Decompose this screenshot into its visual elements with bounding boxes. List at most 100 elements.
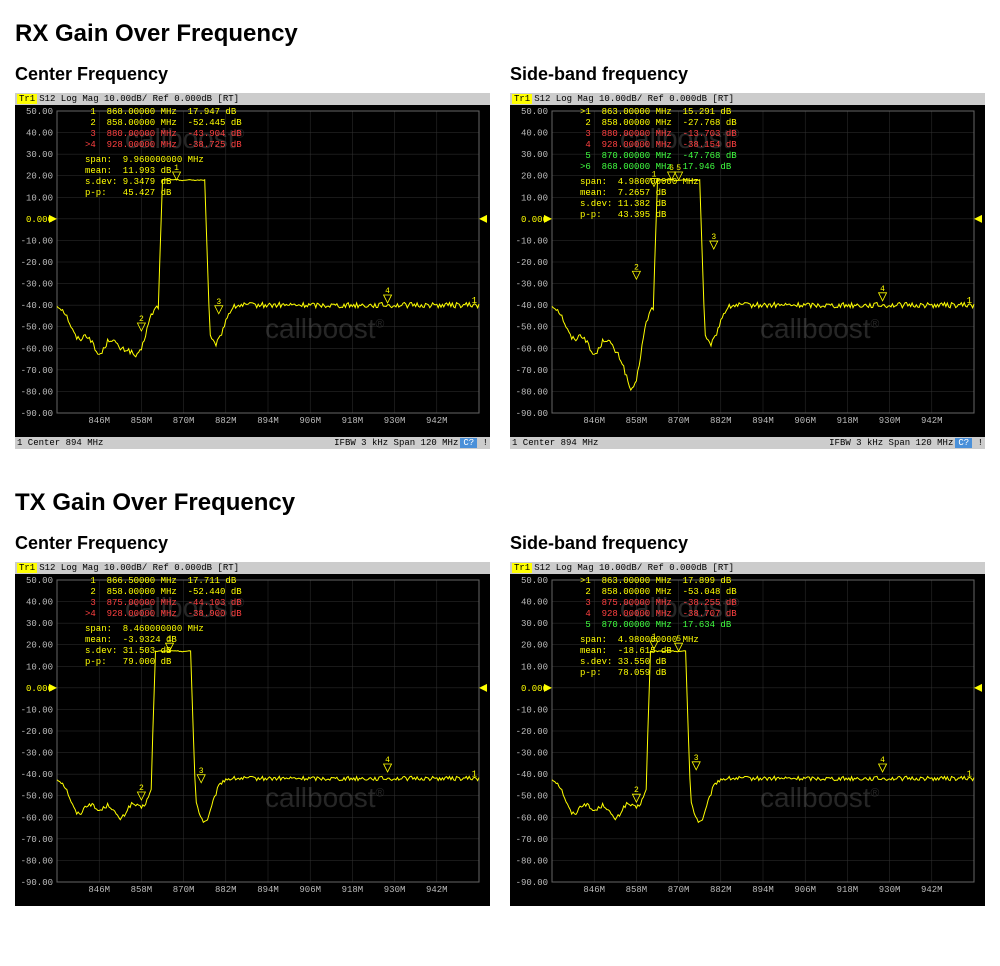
svg-text:-80.00: -80.00 (516, 856, 548, 866)
marker-table: 1 866.50000 MHz 17.711 dB 2 858.00000 MH… (85, 576, 242, 668)
svg-text:930M: 930M (384, 416, 406, 426)
svg-text:-40.00: -40.00 (21, 770, 53, 780)
svg-text:1: 1 (967, 769, 972, 779)
svg-text:942M: 942M (921, 416, 943, 426)
svg-text:882M: 882M (710, 416, 732, 426)
svg-text:-20.00: -20.00 (21, 727, 53, 737)
svg-text:942M: 942M (426, 885, 448, 895)
svg-text:918M: 918M (342, 416, 364, 426)
svg-text:4: 4 (880, 285, 885, 294)
svg-text:-10.00: -10.00 (21, 705, 53, 715)
svg-text:1: 1 (472, 769, 477, 779)
svg-text:30.00: 30.00 (521, 619, 548, 629)
svg-text:-90.00: -90.00 (516, 409, 548, 419)
svg-text:858M: 858M (626, 885, 648, 895)
svg-text:3: 3 (199, 767, 204, 776)
svg-text:-20.00: -20.00 (516, 727, 548, 737)
svg-text:-30.00: -30.00 (21, 280, 53, 290)
svg-text:-40.00: -40.00 (21, 301, 53, 311)
svg-text:-20.00: -20.00 (516, 258, 548, 268)
svg-text:10.00: 10.00 (521, 662, 548, 672)
svg-text:-30.00: -30.00 (516, 280, 548, 290)
svg-text:-10.00: -10.00 (21, 236, 53, 246)
svg-text:870M: 870M (173, 885, 195, 895)
svg-text:-30.00: -30.00 (516, 749, 548, 759)
svg-text:30.00: 30.00 (26, 150, 53, 160)
svg-text:918M: 918M (342, 885, 364, 895)
svg-text:50.00: 50.00 (26, 576, 53, 586)
svg-text:-90.00: -90.00 (21, 409, 53, 419)
panel-title: Center Frequency (15, 64, 490, 85)
svg-text:2: 2 (634, 263, 639, 272)
svg-text:930M: 930M (879, 416, 901, 426)
svg-text:30.00: 30.00 (26, 619, 53, 629)
svg-text:30.00: 30.00 (521, 150, 548, 160)
svg-text:50.00: 50.00 (521, 576, 548, 586)
svg-text:858M: 858M (131, 885, 153, 895)
svg-text:2: 2 (139, 784, 144, 793)
svg-text:2: 2 (139, 315, 144, 324)
svg-text:4: 4 (385, 756, 390, 765)
chart-header: Tr1S12 Log Mag 10.00dB/ Ref 0.000dB [RT] (15, 93, 490, 105)
chart-panel: Center Frequency Tr1S12 Log Mag 10.00dB/ … (15, 64, 490, 449)
svg-text:846M: 846M (583, 416, 605, 426)
svg-text:942M: 942M (426, 416, 448, 426)
section-title: RX Gain Over Frequency (15, 20, 985, 48)
svg-text:882M: 882M (215, 885, 237, 895)
analyzer-chart: Tr1S12 Log Mag 10.00dB/ Ref 0.000dB [RT]… (15, 93, 490, 449)
svg-text:-80.00: -80.00 (21, 387, 53, 397)
svg-text:846M: 846M (583, 885, 605, 895)
svg-text:-40.00: -40.00 (516, 770, 548, 780)
svg-text:20.00: 20.00 (26, 641, 53, 651)
svg-text:942M: 942M (921, 885, 943, 895)
svg-text:50.00: 50.00 (521, 107, 548, 117)
svg-text:882M: 882M (710, 885, 732, 895)
svg-text:906M: 906M (299, 416, 321, 426)
chart-header: Tr1S12 Log Mag 10.00dB/ Ref 0.000dB [RT] (510, 93, 985, 105)
svg-text:40.00: 40.00 (26, 598, 53, 608)
svg-text:2: 2 (634, 786, 639, 795)
svg-text:3: 3 (711, 233, 716, 242)
svg-text:20.00: 20.00 (26, 172, 53, 182)
svg-text:906M: 906M (794, 416, 816, 426)
svg-text:-80.00: -80.00 (21, 856, 53, 866)
svg-text:-90.00: -90.00 (516, 878, 548, 888)
chart-footer: 1 Center 894 MHzIFBW 3 kHz Span 120 MHzC… (510, 437, 985, 449)
chart-row: Center Frequency Tr1S12 Log Mag 10.00dB/ … (15, 64, 985, 449)
svg-text:20.00: 20.00 (521, 172, 548, 182)
svg-text:0.000: 0.000 (26, 215, 53, 225)
svg-text:-50.00: -50.00 (516, 792, 548, 802)
svg-text:10.00: 10.00 (521, 193, 548, 203)
svg-text:894M: 894M (257, 885, 279, 895)
svg-text:-60.00: -60.00 (516, 344, 548, 354)
svg-text:-70.00: -70.00 (516, 835, 548, 845)
chart-header: Tr1S12 Log Mag 10.00dB/ Ref 0.000dB [RT] (15, 562, 490, 574)
svg-text:918M: 918M (837, 416, 859, 426)
svg-text:0.000: 0.000 (26, 684, 53, 694)
marker-table: 1 868.00000 MHz 17.947 dB 2 858.00000 MH… (85, 107, 242, 199)
svg-text:-50.00: -50.00 (21, 792, 53, 802)
svg-text:1: 1 (967, 296, 972, 306)
svg-text:858M: 858M (131, 416, 153, 426)
svg-text:-10.00: -10.00 (516, 705, 548, 715)
section-title: TX Gain Over Frequency (15, 489, 985, 517)
chart-panel: Side-band frequencyTr1S12 Log Mag 10.00d… (510, 533, 985, 906)
svg-text:-50.00: -50.00 (21, 323, 53, 333)
svg-text:3: 3 (694, 754, 699, 763)
svg-text:870M: 870M (668, 416, 690, 426)
chart-header: Tr1S12 Log Mag 10.00dB/ Ref 0.000dB [RT] (510, 562, 985, 574)
svg-text:894M: 894M (752, 416, 774, 426)
svg-text:918M: 918M (837, 885, 859, 895)
svg-text:894M: 894M (752, 885, 774, 895)
svg-text:3: 3 (216, 298, 221, 307)
svg-text:-70.00: -70.00 (516, 366, 548, 376)
chart-footer: 1 Center 894 MHzIFBW 3 kHz Span 120 MHzC… (15, 437, 490, 449)
svg-text:-70.00: -70.00 (21, 366, 53, 376)
panel-title: Side-band frequency (510, 64, 985, 85)
svg-text:-60.00: -60.00 (21, 344, 53, 354)
svg-text:870M: 870M (173, 416, 195, 426)
svg-text:906M: 906M (794, 885, 816, 895)
svg-text:0.000: 0.000 (521, 684, 548, 694)
svg-text:4: 4 (880, 756, 885, 765)
svg-text:882M: 882M (215, 416, 237, 426)
